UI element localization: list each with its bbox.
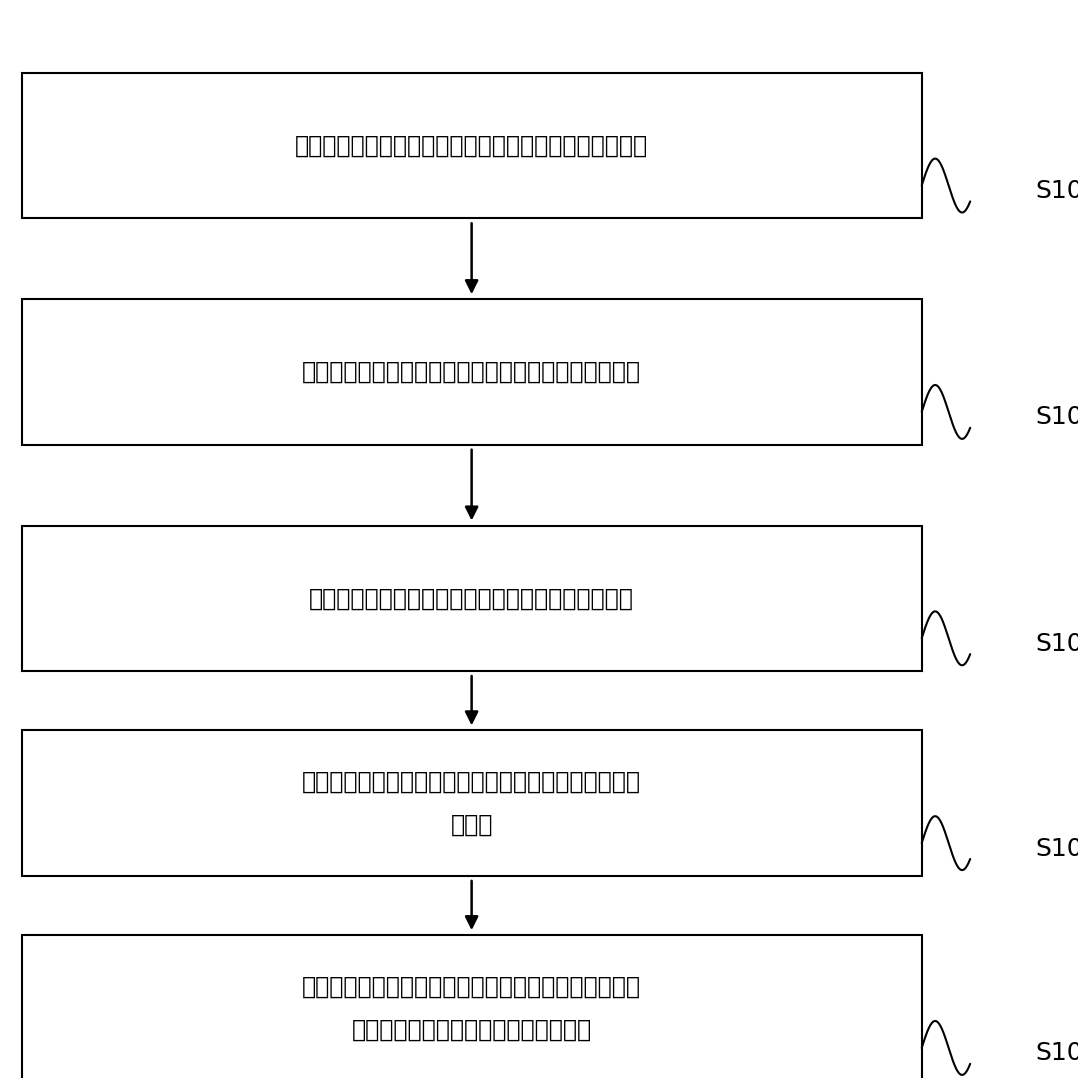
Text: S102: S102 <box>1035 405 1078 429</box>
Text: 果在预设骑行提示集合中确定骑行提示: 果在预设骑行提示集合中确定骑行提示 <box>351 1018 592 1041</box>
Text: S103: S103 <box>1035 632 1078 655</box>
Text: 向与所述用户标识关联的用户终端发送根据所述比较结: 向与所述用户标识关联的用户终端发送根据所述比较结 <box>302 975 641 998</box>
Bar <box>22 731 922 875</box>
Bar <box>22 935 922 1078</box>
Text: 将所述用户体征信息和所述参考体征范围比较，得到比: 将所述用户体征信息和所述参考体征范围比较，得到比 <box>302 770 641 793</box>
Text: S105: S105 <box>1035 1041 1078 1065</box>
Text: S101: S101 <box>1035 179 1078 203</box>
Bar <box>22 299 922 444</box>
Text: 接收车辆终端发送的骑行参数、用户体征信息和车辆标识: 接收车辆终端发送的骑行参数、用户体征信息和车辆标识 <box>295 134 648 157</box>
Text: 根据所述用户信息及所述骑行参数确定参考体征范围: 根据所述用户信息及所述骑行参数确定参考体征范围 <box>309 586 634 610</box>
Text: S104: S104 <box>1035 837 1078 860</box>
Text: 根据车辆标识确定当前骑行单车的用户标识及用户信息: 根据车辆标识确定当前骑行单车的用户标识及用户信息 <box>302 360 641 384</box>
Text: 较结果: 较结果 <box>451 813 493 837</box>
Bar <box>22 526 922 671</box>
Bar <box>22 73 922 218</box>
